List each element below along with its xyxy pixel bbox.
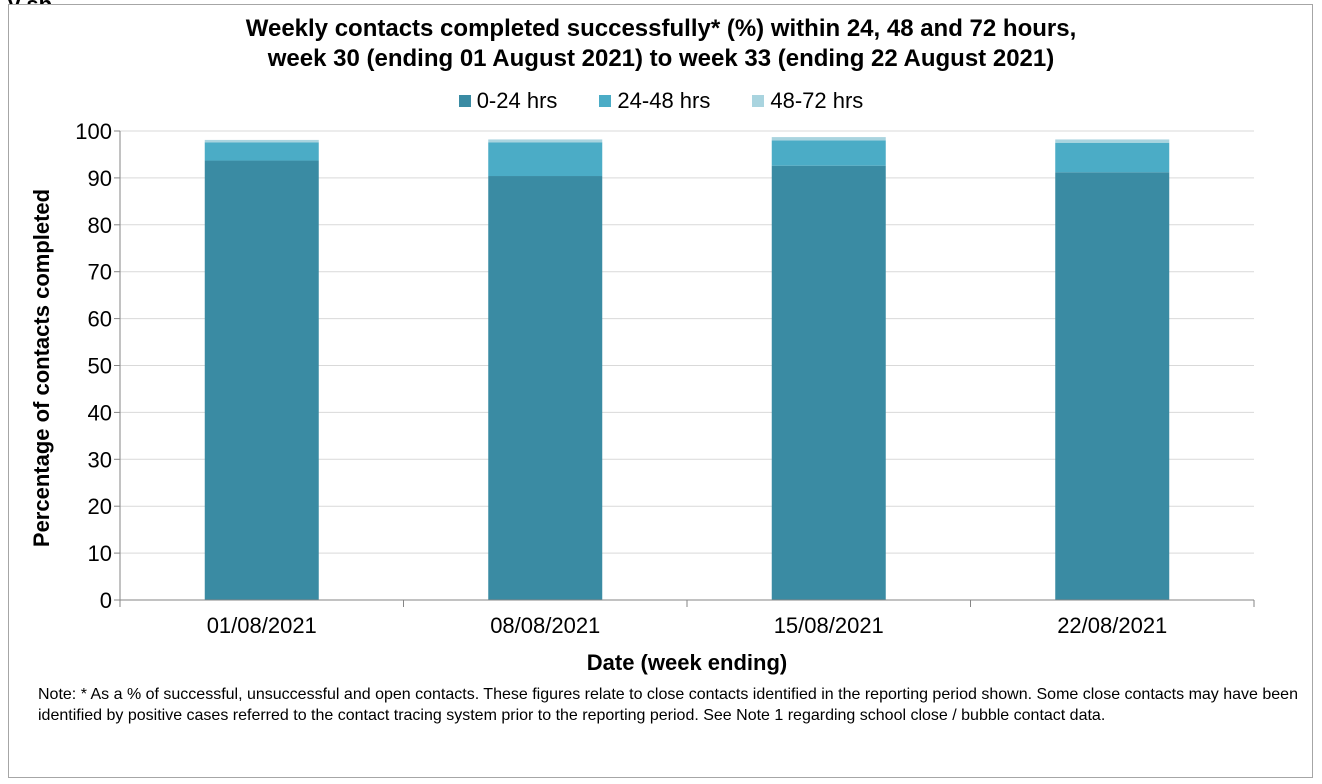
legend-item-0-24: 0-24 hrs — [458, 88, 558, 114]
x-tick-label-3: 15/08/2021 — [774, 613, 884, 638]
y-tick-label-90: 90 — [88, 166, 112, 191]
legend-label-48-72: 48-72 hrs — [770, 88, 864, 113]
y-tick-label-30: 30 — [88, 447, 112, 472]
bar-2-series-1 — [488, 176, 603, 601]
x-tick-label-2: 08/08/2021 — [490, 613, 600, 638]
legend-swatch-24-48 — [599, 95, 612, 107]
x-axis-label: Date (week ending) — [586, 650, 788, 675]
chart-legend: 0-24 hrs 24-48 hrs 48-72 hrs — [0, 88, 1322, 114]
legend-label-24-48: 24-48 hrs — [617, 88, 711, 113]
bar-3-series-1 — [771, 165, 886, 600]
bar-1-series-3 — [204, 139, 319, 143]
y-tick-label-0: 0 — [100, 588, 112, 613]
legend-label-0-24: 0-24 hrs — [476, 88, 558, 113]
bar-1-series-1 — [204, 160, 319, 600]
legend-item-24-48: 24-48 hrs — [599, 88, 710, 114]
bar-4-series-1 — [1055, 172, 1170, 600]
chart-title-line-1: Weekly contacts completed successfully* … — [245, 15, 1077, 42]
x-tick-label-1: 01/08/2021 — [207, 613, 317, 638]
bar-3-series-3 — [771, 137, 886, 141]
y-tick-label-10: 10 — [88, 541, 112, 566]
bar-4-series-3 — [1055, 139, 1170, 143]
bar-1-series-2 — [204, 142, 319, 161]
y-tick-label-70: 70 — [88, 260, 112, 285]
chart-title-line-2: week 30 (ending 01 August 2021) to week … — [267, 45, 1055, 72]
bar-4-series-2 — [1055, 142, 1170, 173]
y-tick-label-60: 60 — [88, 307, 112, 332]
bar-2-series-2 — [488, 142, 603, 177]
x-tick-label-4: 22/08/2021 — [1057, 613, 1167, 638]
legend-swatch-0-24 — [458, 95, 471, 107]
legend-item-48-72: 48-72 hrs — [752, 88, 863, 114]
y-axis-label: Percentage of contacts completed — [29, 188, 54, 548]
y-tick-label-100: 100 — [75, 119, 112, 144]
bar-3-series-2 — [771, 140, 886, 166]
legend-swatch-48-72 — [752, 95, 765, 107]
chart-footnote: Note: * As a % of successful, unsuccessf… — [38, 686, 1298, 724]
y-tick-label-20: 20 — [88, 494, 112, 519]
y-tick-label-80: 80 — [88, 213, 112, 238]
y-tick-label-40: 40 — [88, 400, 112, 425]
y-tick-label-50: 50 — [88, 354, 112, 379]
bar-2-series-3 — [488, 139, 603, 143]
